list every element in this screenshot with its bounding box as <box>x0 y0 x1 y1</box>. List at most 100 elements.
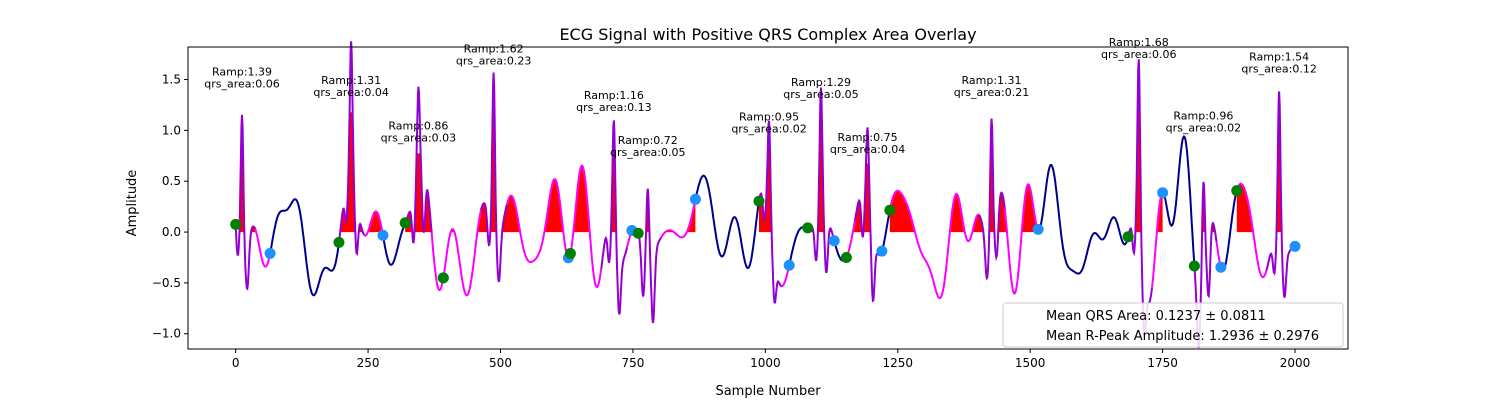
x-tick-label-4: 1000 <box>750 356 781 370</box>
ecg-signal-segment-3 <box>338 41 366 257</box>
x-tick-label-2: 500 <box>489 356 512 370</box>
ecg-signal-segment-26 <box>845 220 856 258</box>
qrs-offset-marker-6 <box>783 259 795 271</box>
plot-area <box>230 41 1301 348</box>
y-tick-label-3: 0.5 <box>162 174 181 188</box>
qrs-area-label-7: qrs_area:0.05 <box>783 88 858 101</box>
legend: Mean QRS Area: 0.1237 ± 0.0811 Mean R-Pea… <box>1002 302 1344 348</box>
qrs-area-fill-11 <box>1194 181 1221 233</box>
qrs-offset-marker-8 <box>876 245 888 257</box>
legend-entry-0: Mean QRS Area: 0.1237 ± 0.0811 <box>1046 309 1266 324</box>
ramp-label-11: Ramp:0.96 <box>1173 109 1233 122</box>
ecg-signal-segment-40 <box>1235 182 1268 279</box>
ramp-label-10: Ramp:1.68 <box>1109 36 1169 49</box>
legend-entry-1: Mean R-Peak Amplitude: 1.2936 ± 0.2976 <box>1046 329 1319 344</box>
qrs-offset-marker-7 <box>828 235 840 247</box>
y-axis-label: Amplitude <box>125 170 140 237</box>
qrs-area-label-5: qrs_area:0.05 <box>610 146 685 159</box>
qrs-onset-marker-9 <box>884 204 896 216</box>
ecg-signal-segment-33 <box>1038 164 1130 275</box>
ramp-label-8: Ramp:0.75 <box>838 131 898 144</box>
qrs-area-fill-4 <box>570 125 632 233</box>
ecg-signal-segment-29 <box>881 210 891 250</box>
x-tick-label-8: 2000 <box>1280 356 1311 370</box>
qrs-area-fill-7 <box>807 114 835 233</box>
qrs-onset-marker-1 <box>333 236 345 248</box>
ecg-signal-segment-10 <box>505 178 570 264</box>
ecg-signal-segment-9 <box>479 72 508 283</box>
qrs-area-fill-5 <box>638 188 696 233</box>
plot-frame <box>187 46 1349 350</box>
qrs-area-label-9: qrs_area:0.21 <box>954 86 1029 99</box>
y-tick-label-1: −0.5 <box>152 276 181 290</box>
y-tick-label-5: 1.5 <box>162 73 181 87</box>
x-tick-label-3: 750 <box>621 356 644 370</box>
qrs-offset-marker-11 <box>1215 261 1227 273</box>
ramp-label-6: Ramp:0.95 <box>739 110 799 123</box>
qrs-offset-marker-5 <box>689 193 701 205</box>
qrs-area-label-6: qrs_area:0.02 <box>731 122 806 135</box>
ecg-signal-segment-32 <box>1003 183 1040 295</box>
qrs-area-label-10: qrs_area:0.06 <box>1101 48 1176 61</box>
qrs-area-label-3: qrs_area:0.23 <box>456 54 531 67</box>
qrs-area-fill-10 <box>1128 78 1163 233</box>
ramp-label-7: Ramp:1.29 <box>791 76 851 89</box>
ecg-signal-segment-5 <box>382 222 407 266</box>
qrs-area-label-8: qrs_area:0.04 <box>830 143 905 156</box>
ramp-label-3: Ramp:1.62 <box>464 42 524 55</box>
ecg-signal-segment-19 <box>758 120 783 304</box>
qrs-offset-marker-9 <box>1032 223 1044 235</box>
qrs-offset-marker-12 <box>1289 240 1301 252</box>
ecg-signal-segment-7 <box>404 86 433 244</box>
ecg-signal-segment-12 <box>569 164 603 289</box>
ecg-signal-segment-4 <box>363 210 385 239</box>
ramp-label-4: Ramp:1.16 <box>584 89 644 102</box>
ecg-signal-segment-13 <box>600 120 629 315</box>
ecg-signal-segment-34 <box>1127 59 1153 337</box>
ecg-signal-segment-2 <box>269 198 340 297</box>
qrs-onset-marker-5 <box>632 227 644 239</box>
chart-title: ECG Signal with Positive QRS Complex Are… <box>559 25 976 44</box>
qrs-onset-marker-2 <box>399 217 411 229</box>
x-tick-label-6: 1500 <box>1015 356 1046 370</box>
qrs-area-fill-9 <box>889 118 1039 233</box>
ramp-label-9: Ramp:1.31 <box>962 74 1022 87</box>
x-axis-label: Sample Number <box>715 384 821 399</box>
qrs-offset-marker-10 <box>1157 187 1169 199</box>
qrs-offset-marker-0 <box>264 247 276 259</box>
ecg-signal-segment-30 <box>888 189 979 300</box>
ecg-signal-segment-27 <box>853 127 882 303</box>
y-tick-label-2: 0.0 <box>162 225 181 239</box>
qrs-onset-marker-11 <box>1188 260 1200 272</box>
qrs-offset-marker-1 <box>377 229 389 241</box>
x-tick-label-5: 1250 <box>882 356 913 370</box>
qrs-area-label-2: qrs_area:0.03 <box>381 132 456 145</box>
x-tick-label-0: 0 <box>232 356 240 370</box>
y-tick-label-0: −1.0 <box>152 327 181 341</box>
x-tick-label-1: 250 <box>357 356 380 370</box>
ramp-label-2: Ramp:0.86 <box>388 120 448 133</box>
qrs-onset-marker-7 <box>802 222 814 234</box>
qrs-onset-marker-0 <box>230 218 242 230</box>
ecg-signal-segment-18 <box>695 174 760 270</box>
qrs-area-label-11: qrs_area:0.02 <box>1166 121 1241 134</box>
qrs-onset-marker-8 <box>840 251 852 263</box>
ecg-signal-segment-17 <box>660 196 697 239</box>
qrs-area-label-12: qrs_area:0.12 <box>1241 62 1316 75</box>
qrs-area-label-0: qrs_area:0.06 <box>204 78 279 91</box>
qrs-onset-marker-3 <box>437 272 449 284</box>
ecg-signal-segment-8 <box>430 210 482 297</box>
qrs-onset-marker-6 <box>753 195 765 207</box>
ecg-signal-segment-41 <box>1265 91 1294 298</box>
ecg-signal-segment-0 <box>234 114 257 291</box>
ecg-signal-segment-36 <box>1162 135 1196 267</box>
qrs-onset-marker-4 <box>564 247 576 259</box>
ramp-label-5: Ramp:0.72 <box>618 134 678 147</box>
ramp-label-12: Ramp:1.54 <box>1249 50 1309 63</box>
x-tick-label-7: 1750 <box>1147 356 1178 370</box>
legend-box <box>1002 302 1344 348</box>
ramp-label-1: Ramp:1.31 <box>321 74 381 87</box>
ecg-signal-segment-16 <box>637 188 662 324</box>
